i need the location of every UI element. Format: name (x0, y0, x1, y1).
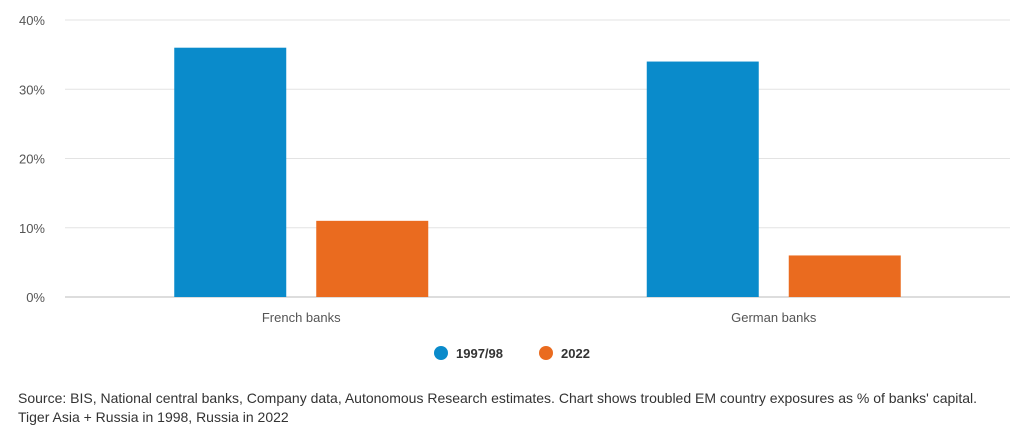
bar (316, 220, 429, 297)
legend-marker (539, 346, 553, 360)
legend-label: 1997/98 (456, 346, 503, 361)
y-tick-label: 0% (26, 290, 45, 305)
legend-label: 2022 (561, 346, 590, 361)
y-tick-label: 20% (19, 152, 45, 167)
x-tick-label: German banks (731, 310, 817, 325)
bars (174, 47, 901, 298)
x-axis: French banks German banks (262, 310, 817, 325)
legend-marker (434, 346, 448, 360)
source-note: Source: BIS, National central banks, Com… (18, 390, 978, 425)
legend: 1997/98 2022 (434, 346, 590, 361)
y-tick-label: 10% (19, 221, 45, 236)
bar (646, 61, 759, 297)
x-tick-label: French banks (262, 310, 341, 325)
y-tick-label: 30% (19, 82, 45, 97)
bar-chart: 0%10%20%30%40% French banks German banks … (19, 13, 1010, 361)
y-tick-label: 40% (19, 13, 45, 28)
bar (788, 255, 901, 297)
bar (174, 47, 287, 298)
y-axis-ticks: 0% 10% 20% 30% 40% (19, 13, 45, 305)
